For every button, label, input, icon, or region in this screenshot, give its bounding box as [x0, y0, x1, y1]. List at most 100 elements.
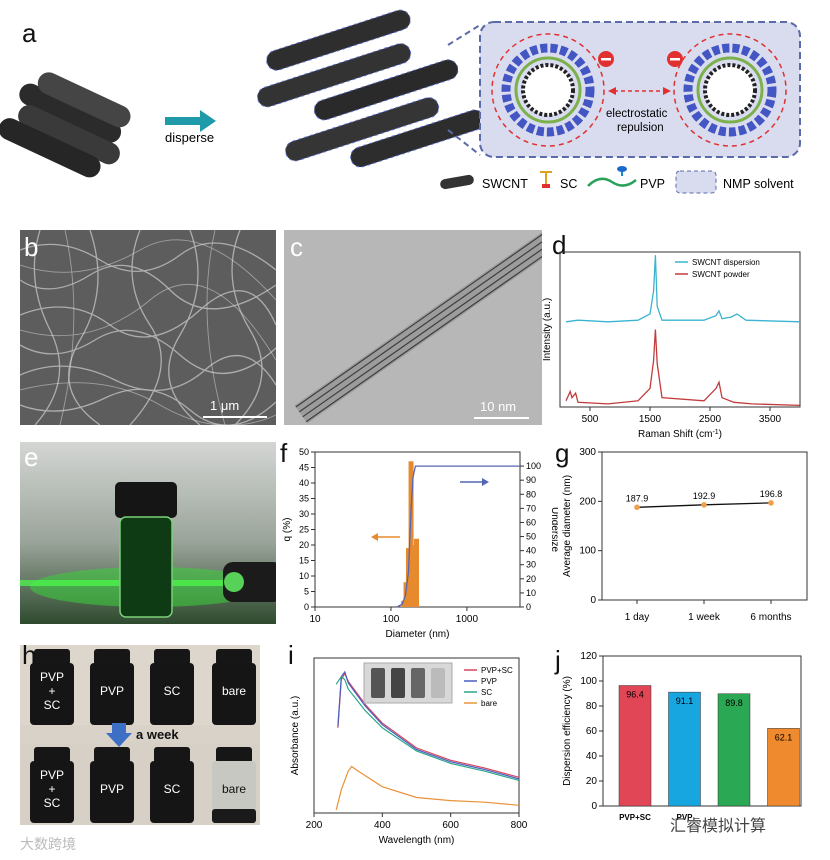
x-tick-label: 200: [306, 820, 323, 831]
nmp-box: [479, 21, 801, 158]
bar-sc: [717, 693, 751, 807]
cnt-cross-section-right: [673, 33, 787, 147]
vial-cap: [34, 747, 70, 763]
scale-label-b: 1 μm: [210, 398, 240, 413]
series-line-swcnt-dispersion: [565, 255, 801, 323]
bar-pvp-sc: [618, 685, 652, 807]
scale-bar-b: [203, 416, 267, 418]
laser-pointer: [223, 562, 276, 602]
y2-tick-label: 50: [526, 532, 536, 542]
negative-charge-icon: [667, 51, 683, 67]
inset-vial: [391, 668, 405, 698]
legend-sc-label: SC: [560, 177, 577, 191]
left-axis-arrowhead: [371, 533, 378, 541]
y-tick-label: 30: [299, 509, 309, 519]
data-label: 91.1: [676, 696, 694, 706]
y-axis-label: Absorbance (a.u.): [290, 696, 301, 776]
x-tick-label: 1 week: [688, 612, 721, 623]
inset-vial: [411, 668, 425, 698]
laser-vial-scene: [20, 442, 276, 624]
vial-body: [90, 761, 134, 823]
vial-body: [212, 663, 256, 725]
y-tick-label: 40: [299, 478, 309, 488]
vial-label: SC: [164, 782, 181, 796]
vial-label: +: [48, 782, 55, 796]
legend-label: SWCNT powder: [692, 270, 750, 279]
y2-tick-label: 40: [526, 546, 536, 556]
vial-body: [30, 663, 74, 725]
vial-body: [90, 663, 134, 725]
x-tick-label: 1 day: [625, 612, 649, 623]
legend-pvp-label: PVP: [640, 177, 665, 191]
watermark-left: 大数跨境: [20, 836, 76, 852]
x-tick-label: 800: [511, 820, 528, 831]
vial-body: [212, 761, 256, 823]
size-distribution-chart: 10 100 10000510152025303540455001020304050…: [282, 447, 558, 640]
panel-c-letter: c: [290, 232, 303, 262]
vial-cap: [34, 649, 70, 665]
y-tick-label: 0: [304, 602, 309, 612]
panel-b-letter: b: [24, 232, 39, 262]
a-week-arrow: [106, 723, 132, 752]
vial-photos: PVP + SC PVP SC bare PVP + SC PVP SC bare a week: [20, 645, 260, 825]
y-tick-label: 200: [579, 496, 596, 507]
x-tick-label: 600: [442, 820, 459, 831]
x-axis-label: Wavelength (nm): [379, 835, 455, 845]
data-label: 96.4: [626, 690, 644, 700]
panel-a-letter: a: [22, 18, 37, 48]
repulsion-label-line1: electrostatic: [606, 108, 668, 120]
series-line-pvp: [337, 670, 520, 780]
swcnt-bundle: [0, 72, 131, 178]
legend-pvp-icon: [587, 166, 637, 187]
y-tick-label: 20: [586, 776, 598, 787]
y-tick-label: 40: [586, 751, 598, 762]
y2-tick-label: 80: [526, 489, 536, 499]
legend-label: bare: [481, 699, 498, 708]
panel-a-schematic: disperse electr: [0, 9, 801, 194]
x-tick-label: PVP: [676, 813, 693, 822]
y-axis-label: Intensity (a.u.): [542, 298, 553, 361]
y-tick-label: 20: [299, 540, 309, 550]
vial-label: PVP: [100, 684, 124, 698]
y-tick-label: 35: [299, 494, 309, 504]
panel-i-letter: i: [288, 640, 294, 670]
x-tick-label: 100: [383, 614, 400, 625]
panel-g-letter: g: [555, 438, 570, 468]
scale-label-c: 10 nm: [480, 399, 517, 414]
series-line-bare: [335, 765, 520, 811]
legend-swcnt-label: SWCNT: [482, 177, 528, 191]
x-tick-label: 3500: [759, 414, 782, 425]
data-label: 196.8: [760, 489, 783, 499]
raman-chart: SWCNT dispersion SWCNT powder 500 1500 2500 3…: [542, 251, 801, 440]
legend-nmp-label: NMP solvent: [723, 177, 794, 191]
vial-cap: [94, 649, 130, 665]
y-axis-label: Average diameter (nm): [562, 475, 573, 577]
y-tick-label: 15: [299, 556, 309, 566]
legend-label: PVP+SC: [481, 666, 513, 675]
legend-nmp-swatch: [675, 170, 717, 194]
legend-sc-icon: [540, 171, 552, 188]
panel-f-letter: f: [280, 438, 288, 468]
vial-cap: [216, 747, 252, 763]
data-point: [634, 504, 640, 511]
bar-pvp: [668, 691, 701, 807]
y-axis-label: Dispersion efficiency (%): [562, 676, 573, 786]
vial-label: SC: [164, 684, 181, 698]
inset-vial-photo: [363, 662, 453, 704]
vial-label: +: [48, 684, 55, 698]
dispersed-swcnt-illustration: [256, 9, 486, 168]
y2-tick-label: 70: [526, 503, 536, 513]
vial-label: PVP: [100, 782, 124, 796]
y2-tick-label: 10: [526, 588, 536, 598]
vial-body: [150, 663, 194, 725]
y-axis-label: q (%): [282, 518, 293, 542]
panel-e-letter: e: [24, 442, 39, 472]
bar: [411, 545, 417, 607]
y-tick-label: 100: [580, 676, 597, 687]
scale-bar-c: [474, 417, 529, 419]
y-tick-label: 0: [590, 595, 596, 606]
panel-h-letter: h: [22, 640, 37, 670]
vial-cap: [115, 482, 177, 518]
vial-label: SC: [44, 698, 61, 712]
